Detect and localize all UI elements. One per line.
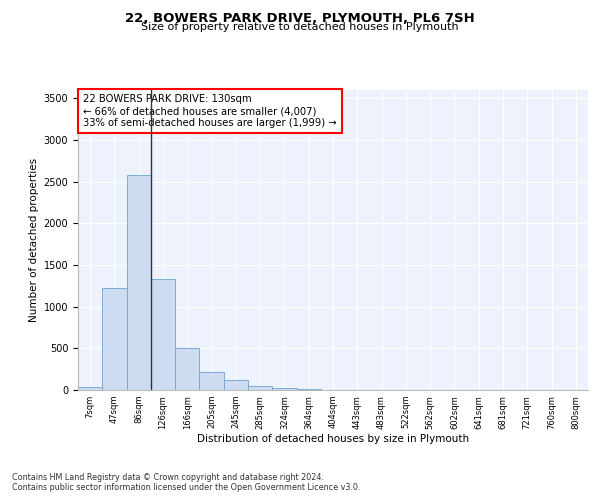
Bar xyxy=(102,288,127,390)
Bar xyxy=(127,175,151,390)
Y-axis label: Number of detached properties: Number of detached properties xyxy=(29,158,40,322)
Bar xyxy=(224,380,248,390)
Text: Size of property relative to detached houses in Plymouth: Size of property relative to detached ho… xyxy=(141,22,459,32)
Bar xyxy=(199,372,224,390)
Text: Contains HM Land Registry data © Crown copyright and database right 2024.: Contains HM Land Registry data © Crown c… xyxy=(12,472,324,482)
Text: 22, BOWERS PARK DRIVE, PLYMOUTH, PL6 7SH: 22, BOWERS PARK DRIVE, PLYMOUTH, PL6 7SH xyxy=(125,12,475,26)
Text: 22 BOWERS PARK DRIVE: 130sqm
← 66% of detached houses are smaller (4,007)
33% of: 22 BOWERS PARK DRIVE: 130sqm ← 66% of de… xyxy=(83,94,337,128)
Bar xyxy=(78,386,102,390)
Bar xyxy=(296,389,321,390)
Bar xyxy=(151,279,175,390)
Text: Contains public sector information licensed under the Open Government Licence v3: Contains public sector information licen… xyxy=(12,482,361,492)
Bar xyxy=(272,388,296,390)
X-axis label: Distribution of detached houses by size in Plymouth: Distribution of detached houses by size … xyxy=(197,434,469,444)
Bar xyxy=(175,348,199,390)
Bar xyxy=(248,386,272,390)
